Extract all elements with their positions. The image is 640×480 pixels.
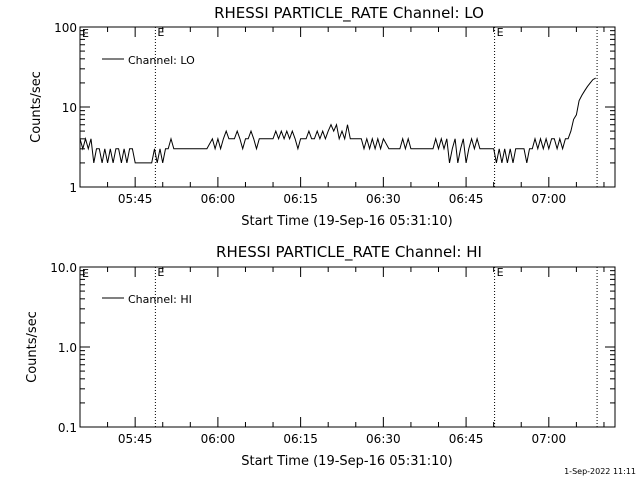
axis-ticks: 1 10 100 05:45 06:00 06:15 06:30 06:45 07:00 xyxy=(54,21,615,206)
series-line xyxy=(79,77,596,164)
x-tick-label: 07:00 xyxy=(532,192,567,206)
y-tick-label: 10 xyxy=(62,101,77,115)
x-tick-label: 06:30 xyxy=(366,432,401,446)
x-tick-label: 07:00 xyxy=(532,432,567,446)
marker-label: E xyxy=(157,26,164,39)
x-tick-label: 06:45 xyxy=(449,192,484,206)
chart-title: RHESSI PARTICLE_RATE Channel: LO xyxy=(214,4,484,23)
y-tick-label: 0.1 xyxy=(58,421,77,435)
footer-timestamp: 1-Sep-2022 11:11 xyxy=(564,467,636,476)
x-tick-label: 06:15 xyxy=(283,432,318,446)
y-tick-label: 1 xyxy=(69,181,77,195)
y-axis-label: Counts/sec xyxy=(29,71,44,143)
chart-panel-lo: RHESSI PARTICLE_RATE Channel: LO Counts/… xyxy=(29,4,616,229)
y-tick-label: 1.0 xyxy=(58,341,77,355)
chart-title: RHESSI PARTICLE_RATE Channel: HI xyxy=(216,243,482,262)
legend-label: Channel: LO xyxy=(128,54,195,67)
marker-label: E xyxy=(157,266,164,279)
x-axis-label: Start Time (19-Sep-16 05:31:10) xyxy=(241,214,452,229)
x-tick-label: 05:45 xyxy=(118,432,153,446)
plot-frame xyxy=(79,26,616,188)
marker-label: E xyxy=(82,27,89,40)
x-axis-label: Start Time (19-Sep-16 05:31:10) xyxy=(241,454,452,469)
marker-label: E xyxy=(497,266,504,279)
axis-ticks: 0.1 1.0 10.0 05:45 06:00 06:15 06:30 06:45 07:00 xyxy=(50,261,615,446)
chart-panel-hi: RHESSI PARTICLE_RATE Channel: HI Counts/… xyxy=(25,243,616,469)
y-axis-label: Counts/sec xyxy=(25,311,40,383)
legend-label: Channel: HI xyxy=(128,293,192,306)
x-tick-label: 06:00 xyxy=(201,192,236,206)
y-tick-label: 10.0 xyxy=(50,261,77,275)
marker-label: E xyxy=(82,267,89,280)
plot-frame xyxy=(79,266,616,428)
y-tick-label: 100 xyxy=(54,21,77,35)
marker-label: E xyxy=(497,26,504,39)
x-tick-label: 05:45 xyxy=(118,192,153,206)
series-group xyxy=(79,77,596,164)
x-tick-label: 06:15 xyxy=(283,192,318,206)
x-tick-label: 06:00 xyxy=(201,432,236,446)
x-tick-label: 06:45 xyxy=(449,432,484,446)
x-tick-label: 06:30 xyxy=(366,192,401,206)
